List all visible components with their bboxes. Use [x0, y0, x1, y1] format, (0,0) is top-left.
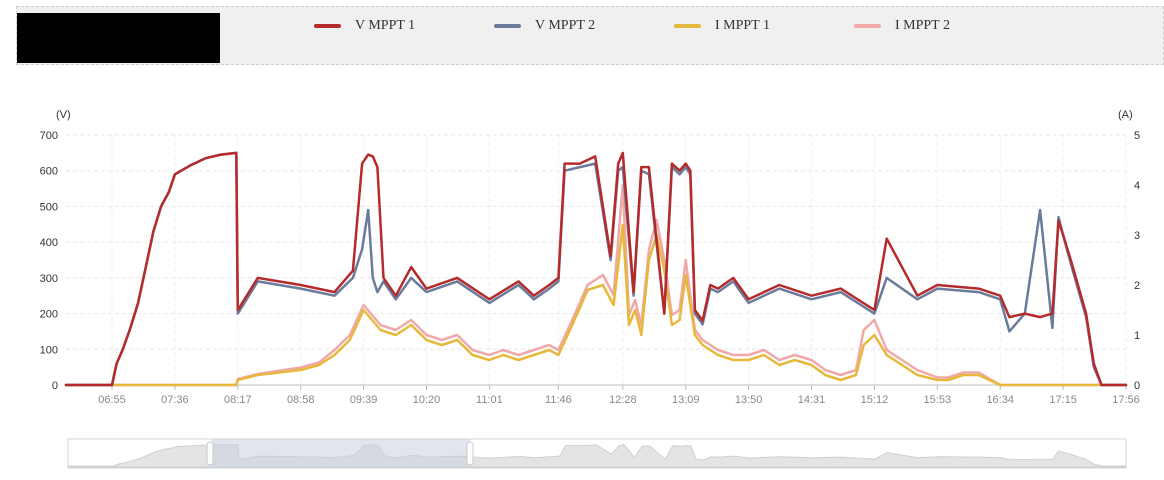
- legend-swatch-v-mppt-1: [314, 24, 341, 28]
- right-tick-label: 4: [1134, 180, 1140, 192]
- x-tick-label: 17:56: [1112, 394, 1140, 406]
- left-axis-ticks: 0 100 200 300 400 500 600 700: [40, 130, 58, 392]
- x-tick-label: 11:01: [476, 394, 503, 406]
- zoom-selection: [212, 439, 470, 468]
- x-tick-label: 17:15: [1049, 394, 1077, 406]
- left-tick-label: 700: [40, 130, 58, 142]
- right-axis-ticks: 0 1 2 3 4 5: [1134, 130, 1140, 392]
- x-tick-label: 13:09: [672, 394, 700, 406]
- x-tick-label: 16:34: [986, 394, 1014, 406]
- zoom-slider[interactable]: [67, 438, 1127, 469]
- x-tick-label: 07:36: [161, 394, 189, 406]
- right-tick-label: 1: [1134, 330, 1140, 342]
- right-axis-unit: (A): [1118, 109, 1133, 121]
- right-tick-label: 0: [1134, 380, 1140, 392]
- legend-item-v-mppt-1[interactable]: V MPPT 1: [314, 18, 415, 34]
- right-tick-label: 5: [1134, 130, 1140, 142]
- legend-label-i-mppt-2: I MPPT 2: [895, 18, 950, 33]
- left-tick-label: 0: [52, 380, 58, 392]
- redacted-logo: [17, 13, 220, 63]
- legend-label-v-mppt-1: V MPPT 1: [355, 18, 416, 33]
- x-tick-label: 12:28: [609, 394, 637, 406]
- x-tick-label: 09:39: [350, 394, 378, 406]
- left-axis-unit: (V): [56, 109, 71, 121]
- legend-swatch-i-mppt-1: [674, 24, 701, 28]
- x-tick-label: 06:55: [98, 394, 126, 406]
- left-tick-label: 300: [40, 273, 58, 285]
- legend-swatch-i-mppt-2: [854, 24, 881, 28]
- series-v-mppt-2: [64, 151, 1128, 387]
- series-v-mppt-1: [64, 151, 1128, 387]
- x-tick-label: 13:50: [735, 394, 763, 406]
- left-tick-label: 200: [40, 309, 58, 321]
- series-i-mppt-2: [64, 183, 1128, 387]
- left-tick-label: 100: [40, 344, 58, 356]
- zoom-handle-right: [466, 441, 474, 466]
- legend-label-v-mppt-2: V MPPT 2: [535, 18, 596, 33]
- x-tick-label: 14:31: [798, 394, 826, 406]
- right-tick-label: 3: [1134, 230, 1140, 242]
- x-axis-ticks: 06:55 07:36 08:17 08:58 09:39 10:20 11:01 11:46…: [66, 384, 1140, 406]
- x-tick-label: 08:17: [224, 394, 252, 406]
- left-tick-label: 500: [40, 201, 58, 213]
- x-tick-label: 15:12: [861, 394, 889, 406]
- right-tick-label: 2: [1134, 280, 1140, 292]
- x-tick-label: 08:58: [287, 394, 315, 406]
- left-tick-label: 600: [40, 166, 58, 178]
- x-tick-label: 15:53: [924, 394, 952, 406]
- zoom-handle-left: [206, 441, 214, 466]
- x-tick-label: 11:46: [545, 394, 572, 406]
- series-lines: [64, 151, 1128, 387]
- legend-label-i-mppt-1: I MPPT 1: [715, 18, 770, 33]
- legend-item-v-mppt-2[interactable]: V MPPT 2: [494, 18, 595, 34]
- legend-swatch-v-mppt-2: [494, 24, 521, 28]
- legend-item-i-mppt-2[interactable]: I MPPT 2: [854, 18, 950, 34]
- left-tick-label: 400: [40, 237, 58, 249]
- legend-item-i-mppt-1[interactable]: I MPPT 1: [674, 18, 770, 34]
- x-tick-label: 10:20: [413, 394, 441, 406]
- series-i-mppt-1: [64, 223, 1128, 387]
